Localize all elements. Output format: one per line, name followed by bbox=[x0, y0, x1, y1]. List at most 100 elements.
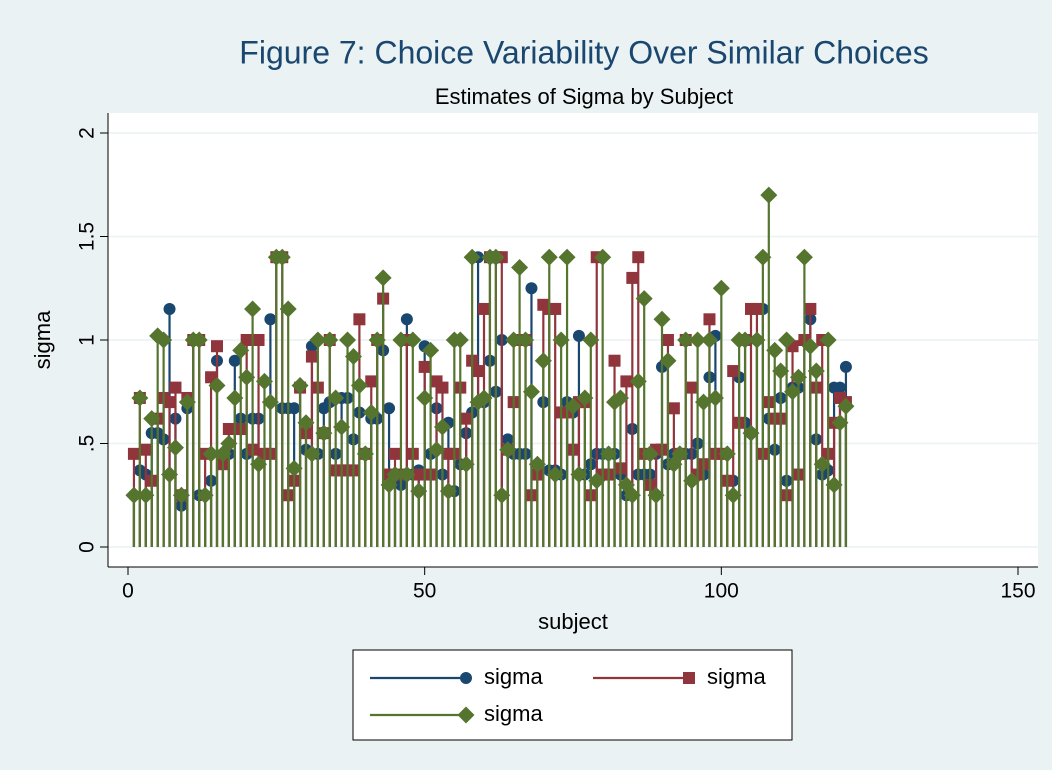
point bbox=[804, 302, 817, 315]
point bbox=[570, 466, 588, 484]
point bbox=[517, 331, 535, 349]
legend-marker bbox=[460, 672, 472, 684]
point bbox=[505, 331, 523, 349]
point bbox=[677, 331, 695, 349]
point bbox=[766, 341, 784, 359]
point bbox=[303, 445, 321, 463]
point bbox=[333, 418, 351, 436]
point bbox=[428, 441, 446, 459]
point bbox=[143, 410, 161, 428]
y-tick-label: 2 bbox=[76, 127, 99, 139]
point bbox=[789, 368, 807, 386]
point bbox=[671, 445, 689, 463]
point bbox=[127, 447, 140, 460]
point bbox=[220, 435, 238, 452]
point bbox=[250, 455, 268, 473]
point bbox=[540, 248, 558, 266]
point bbox=[163, 302, 176, 315]
point bbox=[661, 334, 674, 346]
point bbox=[706, 389, 724, 407]
point bbox=[208, 377, 226, 395]
point bbox=[478, 302, 490, 315]
x-tick-label: 150 bbox=[1000, 580, 1035, 603]
point bbox=[131, 389, 149, 407]
point bbox=[339, 331, 357, 349]
point bbox=[368, 331, 386, 349]
point bbox=[211, 340, 223, 353]
x-tick-label: 0 bbox=[122, 580, 134, 603]
point bbox=[404, 331, 422, 349]
point bbox=[659, 352, 677, 370]
point bbox=[374, 269, 392, 287]
point bbox=[386, 466, 404, 484]
point bbox=[356, 445, 374, 463]
point bbox=[641, 445, 659, 463]
point bbox=[608, 354, 621, 367]
point bbox=[137, 486, 155, 504]
point bbox=[558, 248, 576, 266]
point bbox=[839, 360, 852, 373]
legend bbox=[352, 649, 793, 741]
point bbox=[620, 375, 633, 388]
point bbox=[528, 455, 546, 473]
y-tick-label: 0 bbox=[76, 541, 99, 553]
point bbox=[667, 402, 680, 415]
point bbox=[353, 313, 366, 326]
point bbox=[475, 389, 493, 407]
point bbox=[161, 466, 179, 484]
legend-label: sigma bbox=[707, 664, 766, 689]
point bbox=[487, 248, 505, 266]
point bbox=[635, 290, 653, 308]
point bbox=[240, 334, 253, 346]
point bbox=[178, 393, 196, 411]
point bbox=[285, 459, 303, 477]
point bbox=[412, 468, 425, 481]
point bbox=[398, 466, 416, 484]
point bbox=[155, 331, 173, 349]
point bbox=[511, 259, 529, 277]
point bbox=[819, 331, 837, 349]
point bbox=[410, 482, 428, 500]
point bbox=[778, 331, 796, 349]
point bbox=[228, 354, 241, 367]
point bbox=[742, 424, 760, 442]
point bbox=[279, 300, 297, 318]
point bbox=[582, 331, 600, 349]
point bbox=[125, 486, 143, 504]
point bbox=[653, 310, 671, 328]
point bbox=[685, 381, 698, 394]
point bbox=[834, 381, 846, 394]
point bbox=[344, 348, 362, 366]
point bbox=[499, 441, 517, 459]
legend-label: sigma bbox=[484, 664, 543, 689]
chart-subtitle: Estimates of Sigma by Subject bbox=[435, 84, 733, 109]
point bbox=[273, 248, 291, 266]
point bbox=[439, 482, 457, 500]
point bbox=[472, 365, 485, 378]
point bbox=[169, 381, 182, 394]
point bbox=[525, 282, 538, 295]
point bbox=[683, 472, 701, 490]
point bbox=[321, 331, 339, 349]
point bbox=[772, 362, 790, 380]
legend-label: sigma bbox=[484, 701, 543, 726]
point bbox=[463, 248, 481, 266]
point bbox=[623, 486, 641, 504]
point bbox=[451, 331, 469, 349]
point bbox=[436, 381, 449, 394]
point bbox=[433, 418, 451, 436]
point bbox=[457, 455, 475, 473]
point bbox=[139, 443, 152, 456]
point bbox=[255, 372, 273, 390]
point bbox=[801, 337, 819, 355]
point bbox=[365, 375, 378, 388]
point bbox=[190, 331, 208, 349]
point bbox=[422, 341, 440, 359]
point bbox=[727, 365, 740, 378]
point bbox=[305, 350, 318, 363]
point bbox=[712, 279, 730, 297]
point bbox=[244, 300, 262, 318]
point bbox=[315, 424, 333, 442]
point bbox=[172, 486, 190, 504]
